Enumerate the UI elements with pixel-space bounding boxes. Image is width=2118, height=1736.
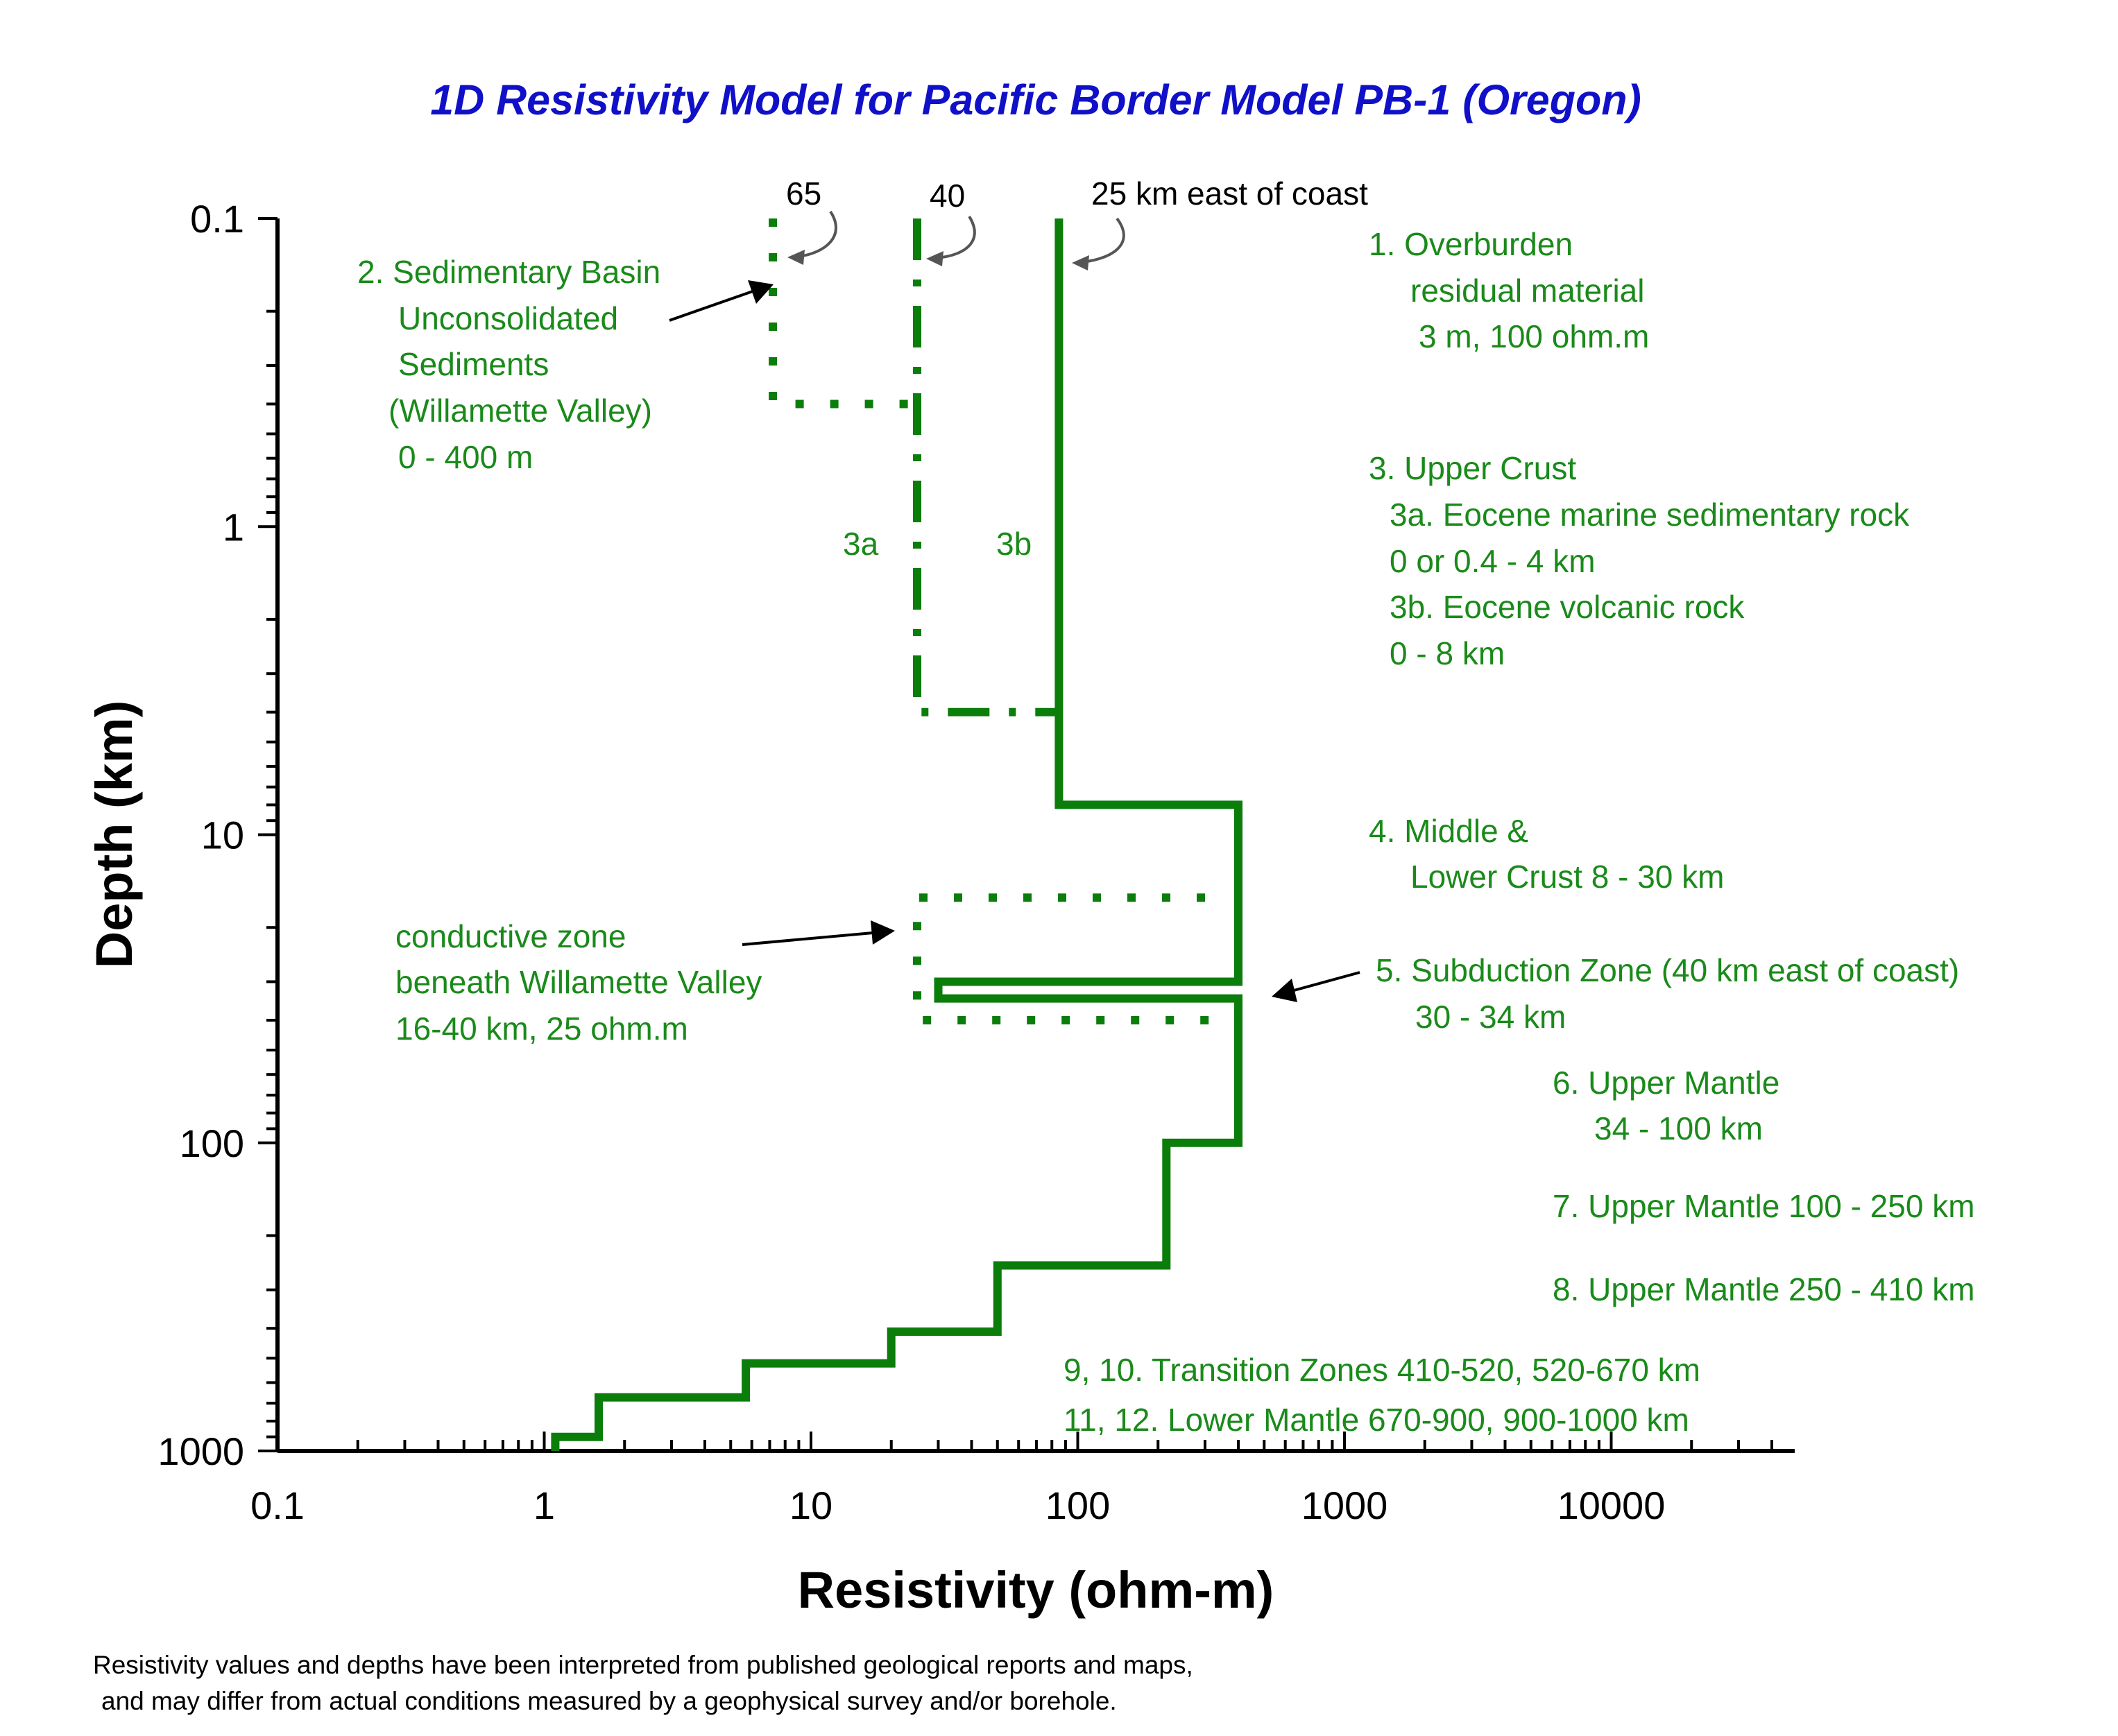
arrow-65 (797, 210, 837, 258)
arrowhead-25km (1072, 255, 1089, 270)
pointer-arrows (787, 210, 1125, 270)
conductive-l2: beneath Willamette Valley (395, 964, 762, 1000)
y-axis-label: Depth (km) (85, 701, 143, 968)
upper-crust-l2: 3a. Eocene marine sedimentary rock (1390, 497, 1910, 533)
chart-title: 1D Resistivity Model for Pacific Border … (430, 76, 1641, 123)
x-tick-label: 1000 (1301, 1484, 1388, 1527)
series-line-solid (551, 218, 1242, 1451)
axis-ticks (258, 217, 1773, 1452)
sedimentary-l3: Sediments (398, 346, 549, 382)
footnote-line-1: Resistivity values and depths have been … (93, 1651, 1193, 1679)
middle-crust-l1: 4. Middle & (1369, 813, 1528, 849)
label-40: 40 (930, 178, 965, 214)
label-25km: 25 km east of coast (1091, 175, 1368, 212)
upper-mantle-6-l1: 6. Upper Mantle (1553, 1065, 1779, 1101)
sedimentary-l4: (Willamette Valley) (388, 393, 652, 429)
subduction-l1: 5. Subduction Zone (40 km east of coast) (1376, 952, 1959, 988)
arrowhead-subduction (1272, 979, 1297, 1002)
upper-mantle-8: 8. Upper Mantle 250 - 410 km (1553, 1271, 1975, 1307)
upper-mantle-7: 7. Upper Mantle 100 - 250 km (1553, 1188, 1975, 1224)
overburden-l1: 1. Overburden (1369, 226, 1573, 262)
label-3a: 3a (843, 526, 879, 562)
series-line-dashdot (913, 218, 1059, 716)
transition-zones: 9, 10. Transition Zones 410-520, 520-670… (1064, 1352, 1700, 1388)
x-tick-label: 10000 (1557, 1484, 1666, 1527)
subduction-l2: 30 - 34 km (1415, 999, 1566, 1035)
x-tick-label: 100 (1045, 1484, 1110, 1527)
sedimentary-l2: Unconsolidated (398, 300, 618, 336)
footnote-line-2: and may differ from actual conditions me… (101, 1687, 1117, 1715)
arrow-subduction (1293, 971, 1360, 992)
x-tick-label: 10 (789, 1484, 832, 1527)
arrow-40 (936, 215, 976, 259)
label-65: 65 (786, 175, 821, 212)
arrowhead-conductive (871, 920, 895, 945)
conductive-l3: 16-40 km, 25 ohm.m (395, 1011, 688, 1047)
series-layer (551, 218, 1242, 1451)
arrowhead-65 (787, 250, 805, 265)
series-line-dotted (769, 218, 917, 409)
x-axis-label: Resistivity (ohm-m) (798, 1561, 1274, 1619)
overburden-l2: residual material (1410, 273, 1644, 309)
arrowhead-sedimentary (748, 280, 774, 304)
label-3b: 3b (996, 526, 1032, 562)
upper-crust-l4: 3b. Eocene volcanic rock (1390, 589, 1745, 625)
lower-mantle: 11, 12. Lower Mantle 670-900, 900-1000 k… (1064, 1402, 1689, 1438)
upper-crust-l5: 0 - 8 km (1390, 635, 1505, 671)
y-tick-label: 10 (201, 814, 244, 857)
annotations: 65 40 25 km east of coast 3a 3b 2. Sedim… (357, 175, 1975, 1438)
overburden-l3: 3 m, 100 ohm.m (1419, 318, 1649, 354)
black-arrows (669, 280, 1360, 1002)
y-tick-label: 0.1 (190, 197, 244, 241)
y-tick-label: 100 (180, 1121, 244, 1165)
arrowhead-40 (926, 251, 943, 266)
arrow-25km (1082, 217, 1125, 264)
upper-crust-l1: 3. Upper Crust (1369, 450, 1576, 486)
conductive-l1: conductive zone (395, 918, 626, 954)
middle-crust-l2: Lower Crust 8 - 30 km (1410, 859, 1724, 895)
series-line-dotted (913, 893, 1238, 1024)
y-tick-label: 1 (223, 505, 244, 549)
sedimentary-l1: 2. Sedimentary Basin (357, 254, 660, 290)
arrow-conductive (742, 931, 873, 946)
x-tick-label: 1 (533, 1484, 555, 1527)
upper-mantle-6-l2: 34 - 100 km (1594, 1110, 1763, 1146)
arrow-sedimentary (669, 290, 753, 322)
sedimentary-l5: 0 - 400 m (398, 439, 533, 475)
y-tick-label: 1000 (157, 1429, 244, 1473)
upper-crust-l3: 0 or 0.4 - 4 km (1390, 543, 1596, 579)
x-tick-label: 0.1 (250, 1484, 305, 1527)
